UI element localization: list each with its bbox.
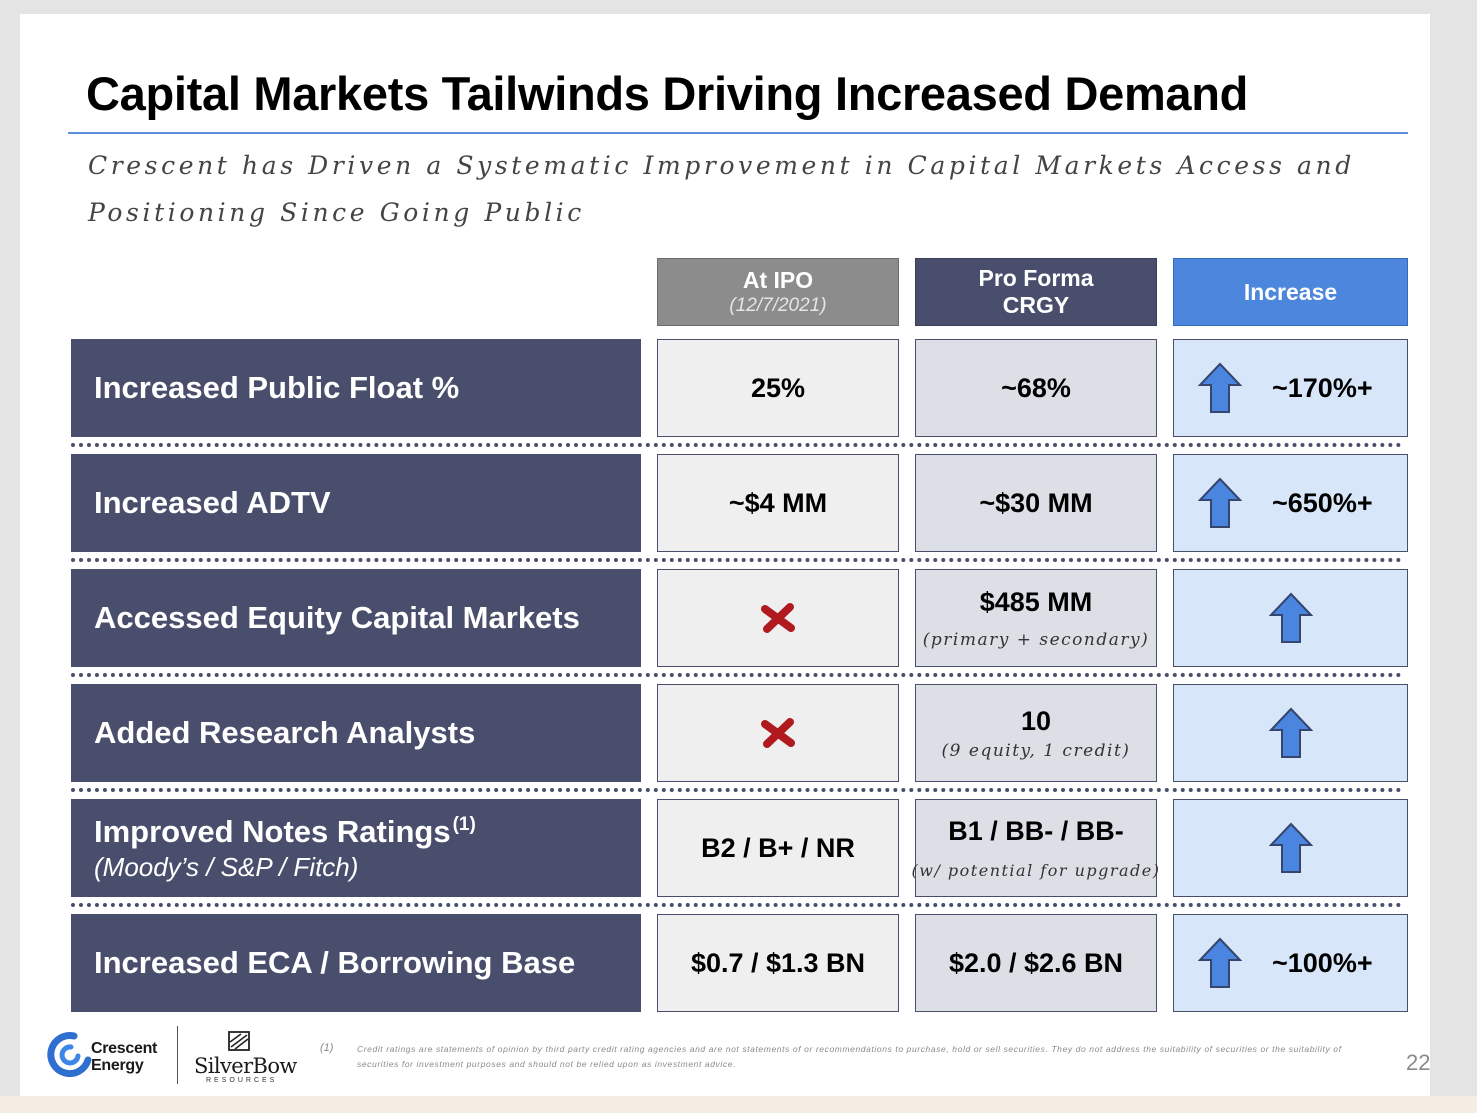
title-divider <box>68 132 1408 134</box>
up-arrow-icon <box>1268 592 1313 643</box>
cell-pro-forma-public-float: ~68% <box>915 339 1157 437</box>
up-arrow-icon <box>1268 822 1313 873</box>
cell-ipo-adtv: ~$4 MM <box>657 454 899 552</box>
column-header-pro-forma-line2: CRGY <box>1002 292 1070 318</box>
cell-increase-notes-ratings <box>1173 799 1408 897</box>
up-arrow-icon <box>1198 477 1242 528</box>
row-label-text: Accessed Equity Capital Markets <box>94 600 580 635</box>
cell-value: 10 <box>1020 705 1052 736</box>
cell-increase-equity-capital-markets <box>1173 569 1408 667</box>
cell-note: (9 equity, 1 credit) <box>941 740 1131 761</box>
slide: Capital Markets Tailwinds Driving Increa… <box>20 14 1430 1096</box>
row-label-eca-borrowing-base: Increased ECA / Borrowing Base <box>71 914 641 1012</box>
crescent-energy-logo-icon <box>47 1032 92 1078</box>
page-number: 22 <box>1406 1050 1431 1075</box>
silverbow-logo-icon <box>228 1031 250 1051</box>
cell-note: (w/ potential for upgrade) <box>911 861 1161 880</box>
column-header-at-ipo-date: (12/7/2021) <box>729 295 827 316</box>
row-label-text: Increased ADTV <box>94 485 331 520</box>
cell-pro-forma-equity-capital-markets: $485 MM (primary + secondary) <box>915 569 1157 667</box>
cell-increase-research-analysts <box>1173 684 1408 782</box>
footer-logo-divider <box>177 1026 178 1084</box>
cell-pro-forma-adtv: ~$30 MM <box>915 454 1157 552</box>
up-arrow-icon <box>1198 937 1242 988</box>
red-x-icon <box>761 603 795 633</box>
row-separator <box>71 443 1402 447</box>
silverbow-wordmark: SilverBow <box>194 1054 297 1078</box>
row-label-equity-capital-markets: Accessed Equity Capital Markets <box>71 569 641 667</box>
cell-ipo-notes-ratings: B2 / B+ / NR <box>657 799 899 897</box>
row-label-text: Increased Public Float % <box>94 370 460 405</box>
cell-value: $485 MM <box>979 586 1093 617</box>
row-separator <box>71 788 1402 792</box>
row-label-text: Improved Notes Ratings <box>94 813 451 849</box>
cell-value: $0.7 / $1.3 BN <box>690 947 866 978</box>
cell-value: ~170%+ <box>1272 372 1373 403</box>
cell-value: ~$30 MM <box>979 487 1093 518</box>
row-label-adtv: Increased ADTV <box>71 454 641 552</box>
row-separator <box>71 558 1402 562</box>
footnote-marker: (1) <box>452 813 476 835</box>
cell-increase-eca-borrowing-base: ~100%+ <box>1173 914 1408 1012</box>
row-separator <box>71 673 1402 677</box>
cell-increase-adtv: ~650%+ <box>1173 454 1408 552</box>
footnote-text: Credit ratings are statements of opinion… <box>357 1044 1342 1069</box>
cell-value: ~$4 MM <box>728 487 828 518</box>
page-subtitle: Crescent has Driven a Systematic Improve… <box>88 151 1355 227</box>
cell-value: 25% <box>750 372 806 403</box>
cell-increase-public-float: ~170%+ <box>1173 339 1408 437</box>
up-arrow-icon <box>1268 707 1313 758</box>
row-label-subtext: (Moody’s / S&P / Fitch) <box>94 851 359 882</box>
cell-pro-forma-notes-ratings: B1 / BB- / BB- (w/ potential for upgrade… <box>912 799 1159 897</box>
page-title: Capital Markets Tailwinds Driving Increa… <box>86 67 1249 120</box>
crescent-wordmark-line2: Energy <box>91 1057 144 1074</box>
row-label-public-float: Increased Public Float % <box>71 339 641 437</box>
cell-pro-forma-eca-borrowing-base: $2.0 / $2.6 BN <box>915 914 1157 1012</box>
up-arrow-icon <box>1198 362 1242 413</box>
row-label-notes-ratings: Improved Notes Ratings (1) (Moody’s / S&P… <box>71 799 641 897</box>
row-label-text-wrap: Improved Notes Ratings (1) <box>94 814 641 850</box>
cell-ipo-research-analysts <box>657 684 899 782</box>
cell-note: (primary + secondary) <box>922 629 1150 650</box>
column-header-at-ipo-label: At IPO <box>742 267 814 293</box>
row-label-text: Increased ECA / Borrowing Base <box>94 945 576 980</box>
cell-value: $2.0 / $2.6 BN <box>948 947 1124 978</box>
cell-value: ~100%+ <box>1272 947 1373 978</box>
column-header-increase-label: Increase <box>1243 278 1338 305</box>
column-header-pro-forma-line1: Pro Forma <box>978 265 1094 291</box>
row-label-research-analysts: Added Research Analysts <box>71 684 641 782</box>
row-separator <box>71 903 1402 907</box>
window-bottom-bar <box>0 1096 1477 1113</box>
cell-ipo-public-float: 25% <box>657 339 899 437</box>
footnote-number: (1) <box>320 1042 334 1054</box>
crescent-energy-wordmark: Crescent Energy <box>91 1040 157 1074</box>
cell-ipo-eca-borrowing-base: $0.7 / $1.3 BN <box>657 914 899 1012</box>
cell-value: ~650%+ <box>1272 487 1373 518</box>
red-x-icon <box>761 718 795 748</box>
column-header-at-ipo: At IPO (12/7/2021) <box>657 258 899 326</box>
cell-value: ~68% <box>1001 372 1071 403</box>
crescent-wordmark-line1: Crescent <box>91 1040 158 1057</box>
row-label-text: Added Research Analysts <box>94 715 476 750</box>
cell-pro-forma-research-analysts: 10 (9 equity, 1 credit) <box>915 684 1157 782</box>
column-header-increase: Increase <box>1173 258 1408 326</box>
cell-value: B2 / B+ / NR <box>701 832 855 863</box>
cell-value: B1 / BB- / BB- <box>948 816 1124 846</box>
column-header-pro-forma: Pro Forma CRGY <box>915 258 1157 326</box>
cell-ipo-equity-capital-markets <box>657 569 899 667</box>
silverbow-subtitle: RESOURCES <box>206 1077 278 1084</box>
